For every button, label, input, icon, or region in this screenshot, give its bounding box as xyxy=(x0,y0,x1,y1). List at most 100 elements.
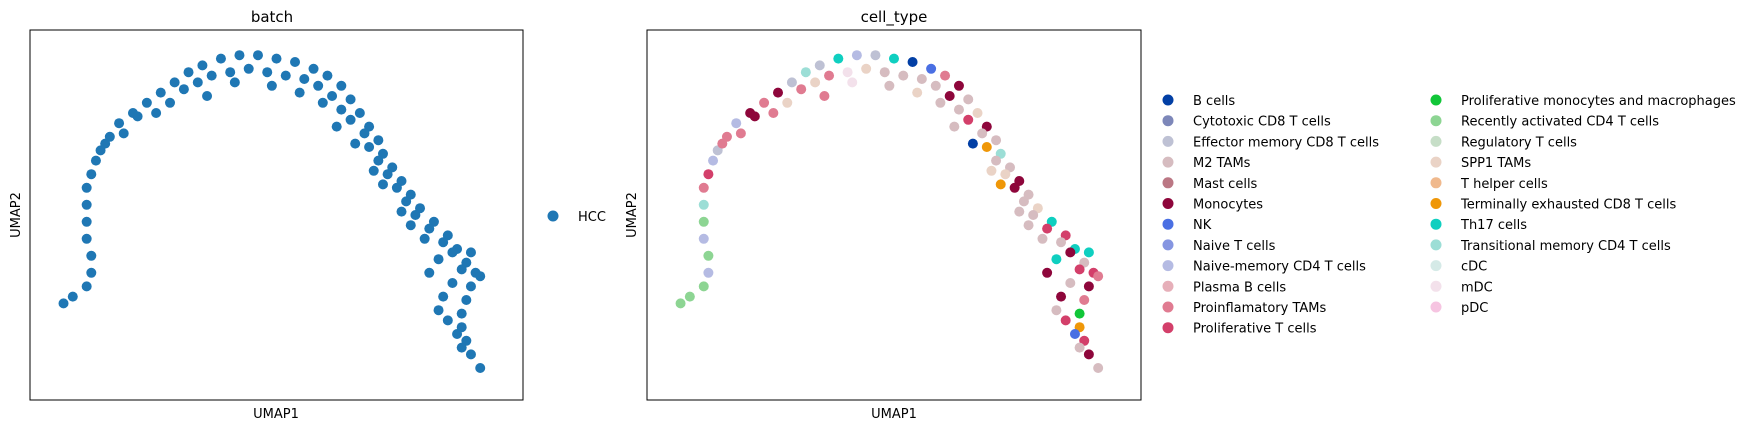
data-point xyxy=(698,216,709,227)
legend-label: HCC xyxy=(578,210,606,225)
plot-frame xyxy=(29,29,524,401)
legend-label: SPP1 TAMs xyxy=(1461,156,1531,171)
data-point xyxy=(1083,349,1094,360)
data-point xyxy=(118,128,129,139)
data-point xyxy=(424,267,435,278)
data-point xyxy=(1018,196,1029,207)
data-point xyxy=(991,135,1002,146)
data-point xyxy=(456,264,467,275)
legend-label: Regulatory T cells xyxy=(1461,135,1577,150)
data-point xyxy=(703,169,714,180)
data-point xyxy=(81,182,92,193)
data-point xyxy=(1065,247,1076,258)
legend-marker xyxy=(1430,260,1442,272)
data-point xyxy=(442,315,453,326)
legend-marker xyxy=(1430,301,1442,313)
data-point xyxy=(1000,169,1011,180)
data-point xyxy=(824,70,835,81)
data-point xyxy=(1093,363,1104,373)
data-point xyxy=(1023,220,1034,231)
data-point xyxy=(155,87,166,98)
data-point xyxy=(953,80,964,91)
legend-marker xyxy=(1162,322,1174,334)
data-point xyxy=(433,305,444,316)
legend-marker xyxy=(1162,280,1174,292)
legend-label: Th17 cells xyxy=(1460,218,1527,233)
chart-title: cell_type xyxy=(861,8,928,27)
data-point xyxy=(698,233,709,244)
legend-label: Transitional memory CD4 T cells xyxy=(1460,239,1671,254)
data-point xyxy=(861,63,872,74)
data-point xyxy=(1065,278,1076,288)
data-point xyxy=(981,142,992,152)
data-point xyxy=(884,80,895,91)
data-point xyxy=(703,250,714,261)
legend-marker xyxy=(1430,135,1442,147)
data-point xyxy=(944,91,955,101)
legend-marker xyxy=(1430,115,1442,127)
cell-type-panel: cell_type UMAP1 UMAP2 B cells Cytotoxic C… xyxy=(625,8,1736,422)
data-point xyxy=(898,70,909,81)
data-point xyxy=(1042,223,1053,234)
data-point xyxy=(183,67,194,78)
data-point xyxy=(58,298,69,309)
data-point xyxy=(967,138,978,149)
data-point xyxy=(698,182,709,193)
data-point xyxy=(410,210,421,220)
data-point xyxy=(940,70,951,81)
data-point xyxy=(81,281,92,292)
legend-marker xyxy=(1162,301,1174,313)
data-point xyxy=(169,77,180,88)
data-point xyxy=(1042,267,1053,278)
data-point xyxy=(786,77,797,88)
legend-label: cDC xyxy=(1461,260,1487,275)
legend-label: Naive-memory CD4 T cells xyxy=(1193,260,1366,275)
data-point xyxy=(1051,305,1062,316)
data-point xyxy=(889,53,899,64)
data-point xyxy=(290,57,301,67)
data-point xyxy=(977,128,988,139)
x-axis-label: UMAP1 xyxy=(871,407,917,422)
data-point xyxy=(197,60,208,71)
data-point xyxy=(331,121,342,132)
data-point xyxy=(1074,342,1085,353)
data-point xyxy=(354,108,365,118)
data-point xyxy=(870,50,881,61)
legend-marker xyxy=(1162,177,1174,189)
data-point xyxy=(972,108,983,118)
data-point xyxy=(266,80,277,91)
data-point xyxy=(86,267,97,278)
data-point xyxy=(447,278,458,288)
data-point xyxy=(114,118,125,129)
data-point xyxy=(759,97,770,108)
data-point xyxy=(252,50,263,61)
data-point xyxy=(336,80,347,91)
legend-marker xyxy=(1162,156,1174,168)
data-point xyxy=(465,281,476,292)
data-point xyxy=(708,155,719,166)
batch-legend: HCC xyxy=(547,210,606,225)
data-point xyxy=(192,77,203,88)
legend-marker xyxy=(1162,94,1174,106)
legend-label: NK xyxy=(1193,218,1212,233)
plot-frame xyxy=(646,29,1142,401)
data-point xyxy=(373,155,384,166)
data-point xyxy=(234,50,245,61)
data-point xyxy=(433,254,444,265)
data-point xyxy=(935,97,946,108)
data-point xyxy=(262,67,273,78)
legend-marker xyxy=(1430,239,1442,251)
legend-label: Mast cells xyxy=(1193,177,1258,192)
data-point xyxy=(819,91,830,101)
data-point xyxy=(206,70,217,81)
data-point xyxy=(299,74,310,84)
data-point xyxy=(461,295,472,305)
data-point xyxy=(953,104,964,115)
data-point xyxy=(800,67,811,78)
legend-label: Proinflamatory TAMs xyxy=(1193,301,1327,316)
legend-marker xyxy=(1430,177,1442,189)
data-point xyxy=(1083,281,1094,292)
legend-label: T helper cells xyxy=(1460,177,1548,192)
legend-marker xyxy=(1162,135,1174,147)
data-point xyxy=(703,267,714,278)
